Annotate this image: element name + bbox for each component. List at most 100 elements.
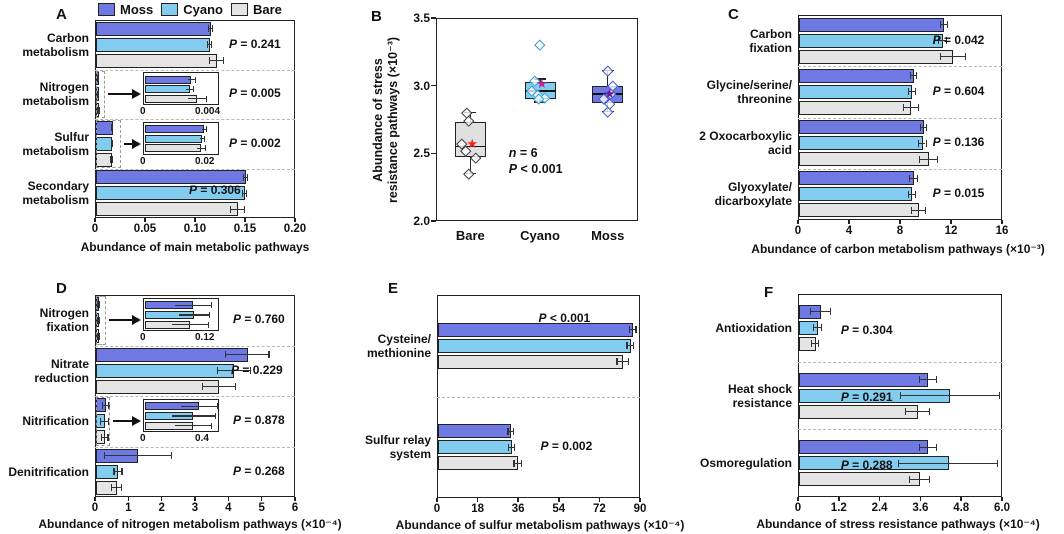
x-tick-mark	[950, 220, 952, 224]
y-tick-mark	[431, 84, 436, 87]
mean-star: ★	[536, 76, 548, 92]
error-bar-cap	[635, 326, 637, 334]
error-bar-cap	[924, 206, 927, 214]
p-value-label: P = 0.304	[840, 322, 893, 337]
error-bar-cap	[109, 156, 111, 164]
inset-error-bar-cap	[216, 403, 218, 410]
error-bar-cap	[918, 376, 920, 383]
error-bar-cap	[513, 443, 515, 451]
legend-label-cyano: Cyano	[183, 2, 223, 17]
error-bar	[809, 311, 831, 313]
category-label: Osmoregulation	[699, 456, 792, 471]
x-axis-label: Abundance of carbon metabolism pathways …	[751, 242, 1045, 256]
error-bar-cap	[908, 475, 910, 483]
p-value-label: P = 0.002	[229, 135, 281, 150]
row-separator	[95, 69, 295, 71]
error-bar-cap	[246, 189, 248, 197]
error-bar-cap	[201, 383, 203, 391]
inset-error-bar	[171, 324, 208, 326]
error-bar	[225, 354, 269, 356]
x-tick-mark	[639, 498, 641, 502]
panel-letter: A	[56, 6, 67, 23]
error-bar-cap	[520, 459, 522, 467]
bar-moss	[96, 21, 211, 36]
p-value-label: P = 0.229	[231, 362, 283, 377]
bar-cyano	[438, 440, 512, 455]
x-tick-label: 8	[896, 225, 904, 237]
error-bar	[507, 430, 514, 432]
sample-size-annotation: n = 6	[508, 146, 538, 161]
inset-axis-max: 0.4	[195, 433, 209, 445]
error-bar-cap	[507, 443, 509, 451]
inset-error-bar-cap	[194, 76, 197, 83]
panel-letter: D	[56, 280, 67, 297]
error-bar	[908, 91, 915, 93]
error-bar-cap	[915, 72, 918, 80]
error-bar-cap	[111, 140, 113, 148]
bar-cyano	[438, 338, 631, 353]
bar-bare	[96, 53, 217, 68]
x-tick-label: 2	[158, 502, 165, 514]
bar-bare	[799, 152, 930, 167]
x-tick-label: 6.0	[994, 502, 1010, 514]
inset-bar-moss	[144, 125, 204, 134]
zoom-region-outline	[96, 120, 121, 168]
inset-error-bar-cap	[207, 321, 209, 328]
y-tick-label: 2.5	[413, 146, 430, 161]
error-bar	[513, 462, 521, 464]
x-tick-mark	[960, 497, 962, 501]
error-bar-cap	[96, 316, 99, 324]
error-bar-cap	[110, 484, 112, 492]
inset-arrow	[108, 93, 133, 96]
p-value-label: P = 0.291	[840, 390, 893, 405]
category-label: Secondary metabolism	[22, 179, 89, 208]
error-bar-cap	[939, 21, 941, 29]
x-tick-label: 72	[592, 503, 606, 515]
bar-bare	[799, 472, 920, 487]
error-bar-cap	[910, 206, 913, 214]
error-bar-cap	[916, 174, 918, 182]
error-bar	[113, 471, 122, 473]
category-label: Nitrogen metabolism	[22, 80, 89, 109]
bar-cyano	[799, 187, 913, 202]
error-bar-cap	[209, 57, 211, 65]
inset-bar-cyano	[144, 134, 203, 143]
error-bar-cap	[809, 308, 812, 316]
error-bar	[910, 209, 925, 211]
legend-item-bare: Bare	[230, 2, 282, 17]
x-tick-mark	[878, 497, 881, 501]
row-separator	[798, 429, 1002, 431]
error-bar-cap	[945, 37, 948, 45]
inset-axis-max: 0.004	[195, 106, 221, 118]
error-bar-cap	[915, 190, 917, 198]
p-value-label: P = 0.015	[932, 186, 985, 201]
zoom-region-outline	[96, 70, 105, 118]
error-bar	[908, 478, 929, 480]
error-bar-cap	[908, 88, 910, 96]
error-bar-cap	[928, 475, 931, 483]
error-bar-cap	[235, 383, 237, 391]
p-value-label: P = 0.136	[932, 135, 985, 150]
p-value-label: P = 0.042	[932, 32, 985, 47]
error-bar-cap	[211, 41, 213, 49]
error-bar-cap	[812, 324, 815, 332]
error-bar-cap	[900, 392, 902, 399]
x-tick-label: 12	[944, 225, 958, 237]
x-tick-mark	[1001, 220, 1003, 224]
error-bar	[905, 410, 929, 413]
error-bar-cap	[208, 25, 210, 33]
error-bar-cap	[627, 358, 629, 366]
row-separator	[95, 345, 295, 347]
y-tick-mark	[431, 220, 436, 222]
error-bar-cap	[108, 401, 110, 409]
bar-bare	[799, 203, 919, 218]
category-label: Sulfur metabolism	[22, 129, 89, 158]
bar-bare	[799, 404, 918, 419]
error-bar-cap	[926, 123, 928, 131]
error-bar-cap	[207, 41, 209, 49]
inset-bar-moss	[144, 75, 192, 84]
x-tick-mark	[294, 218, 296, 222]
error-bar	[243, 176, 247, 178]
error-bar	[209, 60, 223, 62]
